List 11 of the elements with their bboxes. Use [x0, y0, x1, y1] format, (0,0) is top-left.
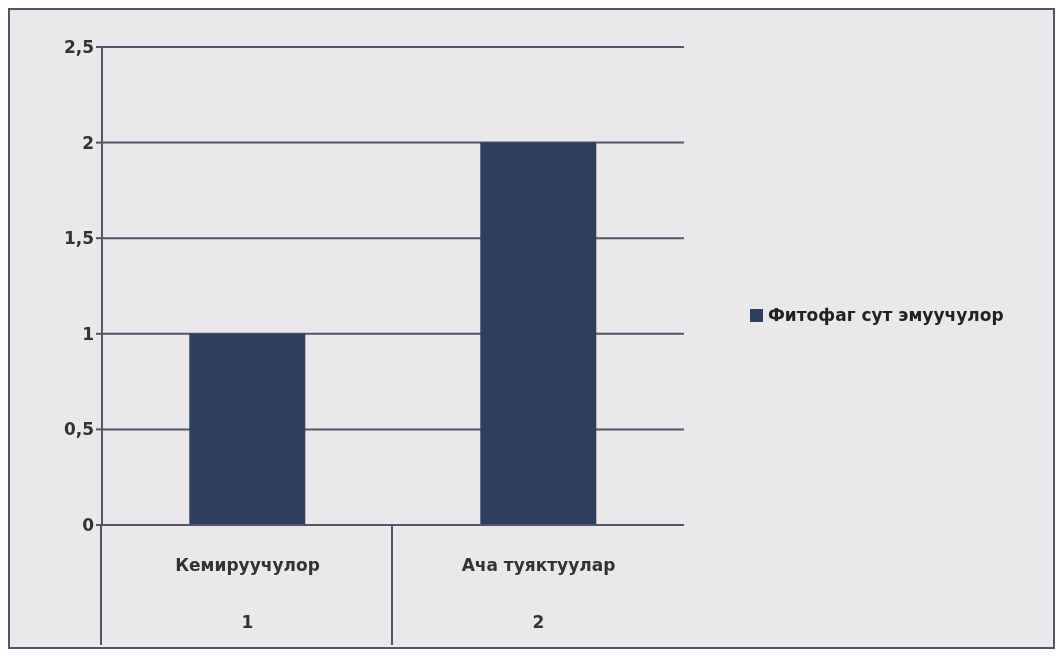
y-tick-label: 2 [82, 132, 94, 153]
text: 2 [532, 612, 545, 632]
y-tick-label: 0 [82, 515, 95, 536]
legend-label: Фитофаг сут эмуучулор [768, 305, 1004, 325]
x-tick-label: Кемируучулор [175, 555, 320, 575]
y-tick-label: 0,5 [63, 419, 94, 440]
x-tick-label: Ача туяктуулар [461, 555, 616, 575]
text: 1 [241, 612, 254, 632]
y-tick-label: 1 [82, 323, 94, 344]
y-tick-label: 2,5 [63, 37, 94, 58]
y-tick-label: 1,5 [63, 228, 94, 249]
